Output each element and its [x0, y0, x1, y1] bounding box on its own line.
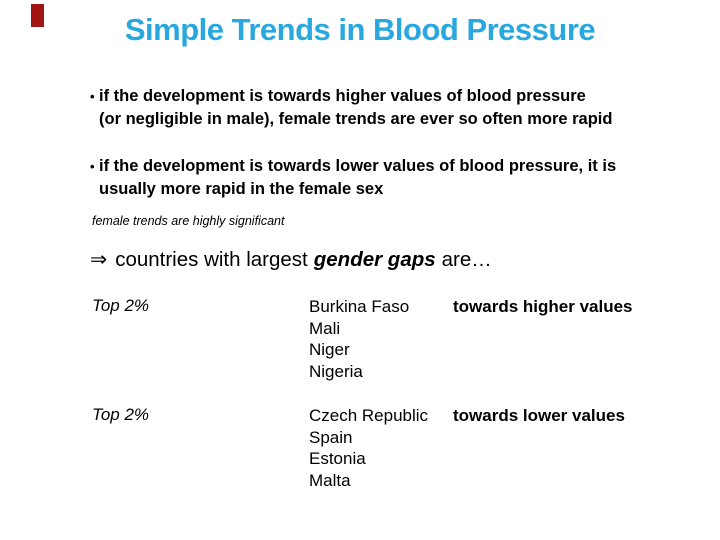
- conclusion-pre-text: countries with largest: [115, 248, 308, 271]
- bullet-item-higher-values: • if the development is towards higher v…: [90, 85, 665, 131]
- bullet-line: (or negligible in male), female trends a…: [99, 110, 613, 128]
- direction-text: towards lower values: [453, 406, 625, 425]
- note-significance: female trends are highly significant: [92, 214, 285, 228]
- conclusion-emphasis-text: gender gaps: [313, 248, 436, 271]
- bullet-icon: •: [90, 89, 95, 104]
- country-item: Niger: [309, 340, 350, 360]
- country-list: Czech Republic Spain Estonia Malta: [309, 405, 428, 492]
- country-list: Burkina Faso Mali Niger Nigeria: [309, 296, 409, 383]
- conclusion-post-text: are…: [441, 248, 492, 271]
- country-item: Nigeria: [309, 362, 363, 382]
- country-item: Burkina Faso: [309, 297, 410, 316]
- conclusion-line: ⇒ countries with largest gender gaps are…: [90, 247, 492, 272]
- row-label: Top 2%: [92, 405, 150, 424]
- implies-arrow-icon: ⇒: [90, 248, 108, 271]
- country-item: Malta: [309, 471, 351, 491]
- corner-accent-mark: [31, 4, 44, 27]
- bullet-item-lower-values: • if the development is towards lower va…: [90, 155, 665, 201]
- country-item: Czech Republic: [309, 406, 429, 425]
- direction-text: towards higher values: [453, 297, 633, 316]
- bullet-icon: •: [90, 159, 95, 174]
- country-item: Mali: [309, 318, 341, 338]
- bullet-line: if the development is towards higher val…: [99, 87, 586, 105]
- bullet-text: if the development is towards lower valu…: [90, 155, 665, 201]
- bullet-line: usually more rapid in the female sex: [99, 180, 384, 198]
- bullet-line: if the development is towards lower valu…: [99, 157, 617, 175]
- slide-title: Simple Trends in Blood Pressure: [124, 12, 596, 47]
- row-label: Top 2%: [92, 296, 150, 315]
- country-item: Estonia: [309, 449, 366, 469]
- country-item: Spain: [309, 427, 353, 447]
- bullet-text: if the development is towards higher val…: [90, 85, 665, 131]
